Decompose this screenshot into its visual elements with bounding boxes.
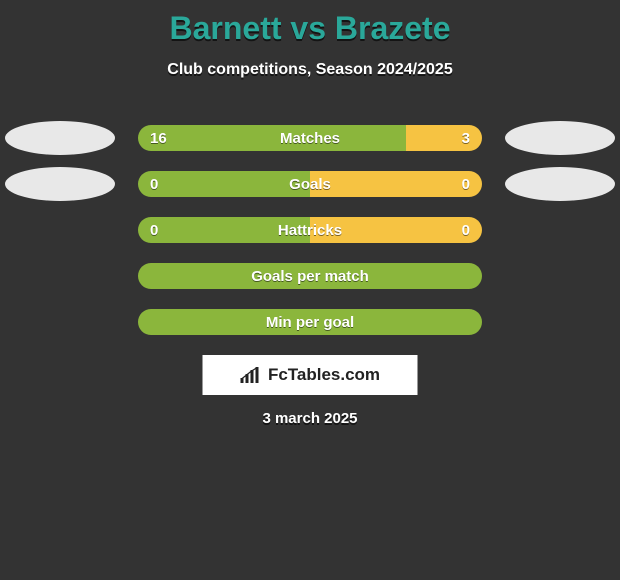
stat-row: 0 0 Goals: [0, 161, 620, 207]
player1-avatar: [5, 121, 115, 155]
page-title: Barnett vs Brazete: [0, 0, 620, 47]
stat-row: 0 0 Hattricks: [0, 207, 620, 253]
stat-label: Goals: [138, 171, 482, 197]
stat-bar: 16 3 Matches: [138, 125, 482, 151]
brand-badge: FcTables.com: [203, 355, 418, 395]
stat-bar: 0 0 Hattricks: [138, 217, 482, 243]
stat-row: Min per goal: [0, 299, 620, 345]
stat-bar: Min per goal: [138, 309, 482, 335]
brand-text: FcTables.com: [268, 365, 380, 385]
date-label: 3 march 2025: [0, 410, 620, 427]
player2-avatar: [505, 121, 615, 155]
stat-label: Matches: [138, 125, 482, 151]
stat-label: Min per goal: [138, 309, 482, 335]
barchart-icon: [240, 366, 262, 384]
stats-rows: 16 3 Matches 0 0 Goals 0 0 Hattricks: [0, 115, 620, 345]
stat-bar: 0 0 Goals: [138, 171, 482, 197]
stat-label: Hattricks: [138, 217, 482, 243]
player2-avatar: [505, 167, 615, 201]
stat-label: Goals per match: [138, 263, 482, 289]
stat-row: Goals per match: [0, 253, 620, 299]
player1-avatar: [5, 167, 115, 201]
stat-bar: Goals per match: [138, 263, 482, 289]
subtitle: Club competitions, Season 2024/2025: [0, 61, 620, 79]
stat-row: 16 3 Matches: [0, 115, 620, 161]
